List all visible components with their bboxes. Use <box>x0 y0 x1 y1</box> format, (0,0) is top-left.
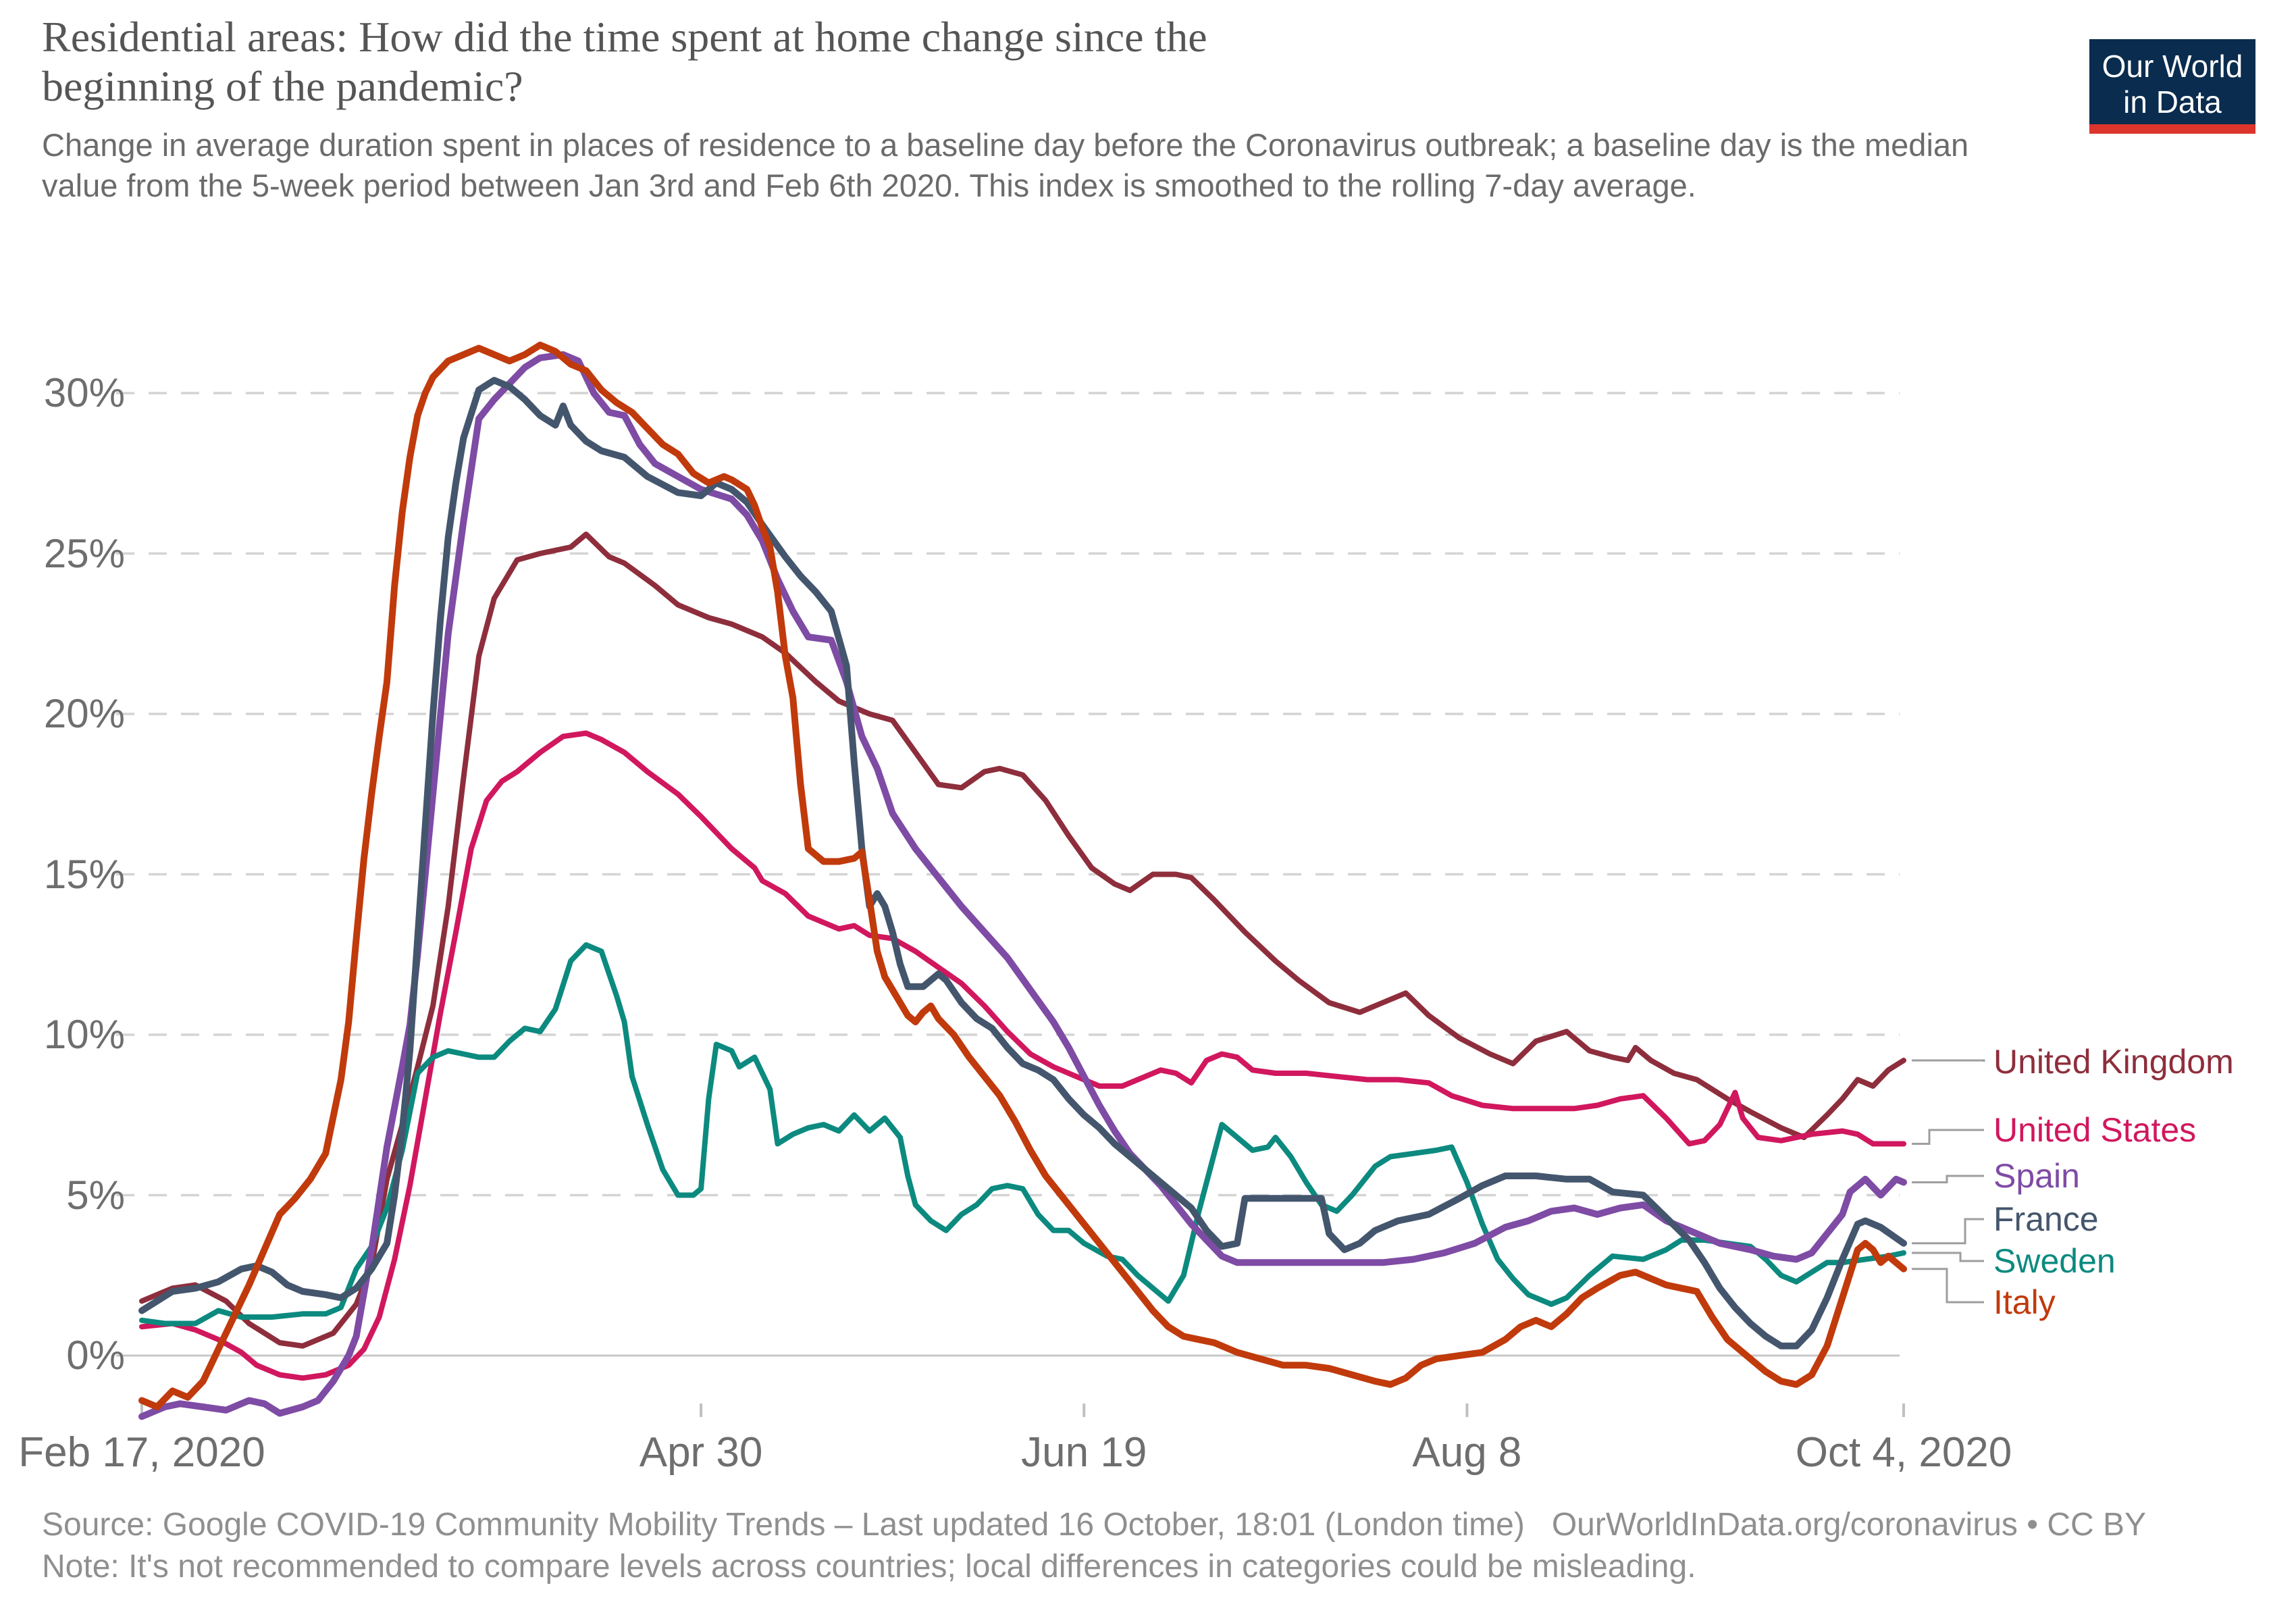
y-axis-label-25: 25% <box>43 530 125 576</box>
source-text: Source: Google COVID-19 Community Mobili… <box>42 1507 2147 1543</box>
y-axis-label-20: 20% <box>43 691 125 736</box>
x-axis-label: Oct 4, 2020 <box>1795 1429 2012 1476</box>
y-axis-label-5: 5% <box>66 1172 125 1218</box>
owid-logo[interactable]: Our World in Data <box>2089 39 2255 134</box>
legend-label-france[interactable]: France <box>1993 1200 2099 1238</box>
x-axis-label: Feb 17, 2020 <box>18 1429 265 1476</box>
note-text: Note: It's not recommended to compare le… <box>42 1549 1696 1585</box>
legend-label-united-states[interactable]: United States <box>1993 1111 2197 1149</box>
series-line-italy[interactable] <box>138 341 1907 1410</box>
legend-label-spain[interactable]: Spain <box>1993 1157 2080 1195</box>
y-axis-label-0: 0% <box>66 1333 125 1378</box>
series-line-united-states[interactable] <box>139 730 1906 1381</box>
x-axis-label: Jun 19 <box>1021 1429 1147 1476</box>
y-axis-label-15: 15% <box>43 851 125 897</box>
series-line-united-kingdom[interactable] <box>139 532 1906 1349</box>
page-title: Residential areas: How did the time spen… <box>42 13 1207 110</box>
legend-label-united-kingdom[interactable]: United Kingdom <box>1993 1043 2234 1081</box>
legend-leader-sweden <box>1912 1252 1984 1262</box>
legend-leader-united-kingdom <box>1912 1059 1985 1062</box>
y-axis-label-10: 10% <box>43 1012 125 1057</box>
y-axis-label-30: 30% <box>43 370 125 415</box>
legend-leader-italy <box>1912 1268 1984 1304</box>
x-axis-label: Aug 8 <box>1412 1429 1522 1476</box>
x-axis-label: Apr 30 <box>639 1429 763 1476</box>
legend-leader-france <box>1912 1218 1984 1245</box>
legend-leader-united-states <box>1912 1129 1984 1145</box>
legend-leader-spain <box>1912 1175 1984 1183</box>
series-line-spain[interactable] <box>138 351 1907 1420</box>
owid-logo-accent-strip <box>2089 124 2255 134</box>
legend-label-sweden[interactable]: Sweden <box>1993 1242 2116 1280</box>
series-line-sweden[interactable] <box>139 942 1906 1327</box>
legend-label-italy[interactable]: Italy <box>1993 1283 2056 1321</box>
chart-subtitle: Change in average duration spent in plac… <box>42 127 1969 203</box>
series-line-france[interactable] <box>138 377 1907 1349</box>
owid-logo-text: Our World in Data <box>2102 49 2243 120</box>
